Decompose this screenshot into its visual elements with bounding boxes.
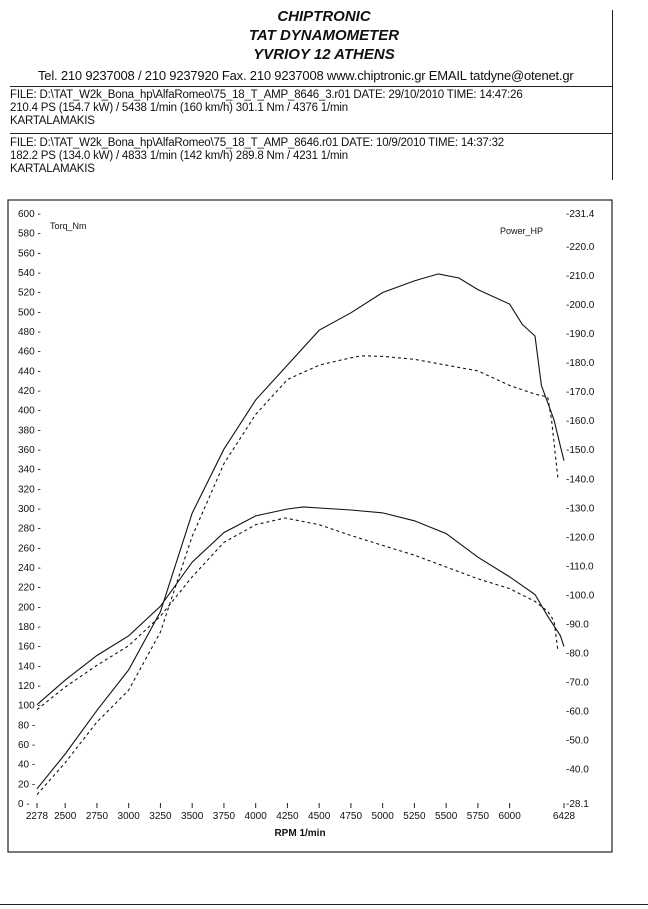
left-tick-label: 180 -	[18, 622, 41, 633]
left-tick-label: 420 -	[18, 386, 41, 397]
run2-file: FILE: D:\TAT_W2k_Bona_hp\AlfaRomeo\75_18…	[10, 137, 504, 149]
right-tick-label: -50.0	[566, 735, 589, 746]
left-tick-label: 0 -	[18, 799, 30, 810]
chart-frame	[7, 199, 613, 853]
x-tick-label: 5750	[467, 811, 490, 822]
x-tick-label: 4250	[276, 811, 299, 822]
left-tick-label: 460 -	[18, 347, 41, 358]
x-tick-label: 4500	[308, 811, 331, 822]
x-tick-label: 3250	[149, 811, 172, 822]
left-tick-label: 220 -	[18, 583, 41, 594]
left-tick-label: 140 -	[18, 661, 41, 672]
left-tick-label: 320 -	[18, 484, 41, 495]
x-tick-label: 4000	[245, 811, 268, 822]
left-tick-label: 260 -	[18, 543, 41, 554]
run1-result: 210.4 PS (154.7 kW) / 5438 1/min (160 km…	[10, 102, 348, 114]
right-tick-label: -170.0	[566, 387, 595, 398]
right-tick-label: -80.0	[566, 648, 589, 659]
left-tick-label: 80 -	[18, 720, 35, 731]
right-tick-label: -180.0	[566, 358, 595, 369]
right-tick-label: -200.0	[566, 300, 595, 311]
left-tick-label: 240 -	[18, 563, 41, 574]
power-curve-dashed	[36, 355, 559, 795]
left-tick-label: 160 -	[18, 642, 41, 653]
left-axis-label: Torq_Nm	[50, 221, 87, 231]
left-tick-label: 440 -	[18, 366, 41, 377]
x-tick-label: 6428	[553, 811, 576, 822]
left-tick-label: 60 -	[18, 740, 35, 751]
torque-curve-solid	[36, 506, 565, 706]
x-tick-label: 5500	[435, 811, 458, 822]
right-tick-label: -190.0	[566, 329, 595, 340]
run1-file: FILE: D:\TAT_W2k_Bona_hp\AlfaRomeo\75_18…	[10, 89, 523, 101]
right-tick-label: -231.4	[566, 209, 595, 220]
right-tick-label: -140.0	[566, 474, 595, 485]
left-tick-label: 340 -	[18, 465, 41, 476]
left-tick-label: 500 -	[18, 307, 41, 318]
right-tick-label: -220.0	[566, 242, 595, 253]
x-tick-label: 2278	[26, 811, 49, 822]
x-tick-label: 2500	[54, 811, 77, 822]
left-tick-label: 300 -	[18, 504, 41, 515]
right-tick-label: -60.0	[566, 706, 589, 717]
x-tick-label: 3500	[181, 811, 204, 822]
power-curve-solid	[36, 273, 565, 790]
left-tick-label: 360 -	[18, 445, 41, 456]
run1-operator: KARTALAMAKIS	[10, 115, 95, 127]
left-tick-label: 580 -	[18, 229, 41, 240]
company-name: CHIPTRONIC	[277, 8, 371, 25]
contact-line: Tel. 210 9237008 / 210 9237920 Fax. 210 …	[38, 68, 574, 83]
run2-result: 182.2 PS (134.0 kW) / 4833 1/min (142 km…	[10, 150, 348, 162]
right-tick-label: -150.0	[566, 445, 595, 456]
left-tick-label: 100 -	[18, 701, 41, 712]
left-tick-label: 380 -	[18, 425, 41, 436]
right-tick-label: -90.0	[566, 619, 589, 630]
left-tick-label: 600 -	[18, 209, 41, 220]
torque-curve-dashed	[36, 517, 559, 711]
x-tick-label: 3750	[213, 811, 236, 822]
dyno-title: TAT DYNAMOMETER	[248, 27, 400, 44]
x-tick-label: 5250	[403, 811, 426, 822]
left-tick-label: 200 -	[18, 602, 41, 613]
left-tick-label: 40 -	[18, 760, 35, 771]
right-tick-label: -160.0	[566, 416, 595, 427]
x-tick-label: 3000	[118, 811, 141, 822]
run2-operator: KARTALAMAKIS	[10, 163, 95, 175]
left-tick-label: 520 -	[18, 288, 41, 299]
right-tick-label: -130.0	[566, 503, 595, 514]
left-tick-label: 20 -	[18, 779, 35, 790]
right-tick-label: -110.0	[566, 561, 594, 572]
left-tick-label: 120 -	[18, 681, 41, 692]
right-tick-label: -210.0	[566, 271, 595, 282]
right-axis-label: Power_HP	[500, 226, 543, 236]
right-tick-label: -70.0	[566, 677, 589, 688]
left-tick-label: 280 -	[18, 524, 41, 535]
right-tick-label: -100.0	[566, 590, 595, 601]
left-tick-label: 400 -	[18, 406, 41, 417]
address: YVRIOY 12 ATHENS	[253, 46, 395, 63]
x-tick-label: 4750	[340, 811, 363, 822]
x-tick-label: 2750	[86, 811, 109, 822]
x-tick-label: 6000	[499, 811, 522, 822]
x-axis-label: RPM 1/min	[274, 828, 325, 839]
right-tick-label: -120.0	[566, 532, 595, 543]
left-tick-label: 480 -	[18, 327, 41, 338]
left-tick-label: 540 -	[18, 268, 41, 279]
left-tick-label: 560 -	[18, 248, 41, 259]
x-tick-label: 5000	[372, 811, 395, 822]
right-tick-label: -28.1	[566, 799, 589, 810]
right-tick-label: -40.0	[566, 764, 589, 775]
